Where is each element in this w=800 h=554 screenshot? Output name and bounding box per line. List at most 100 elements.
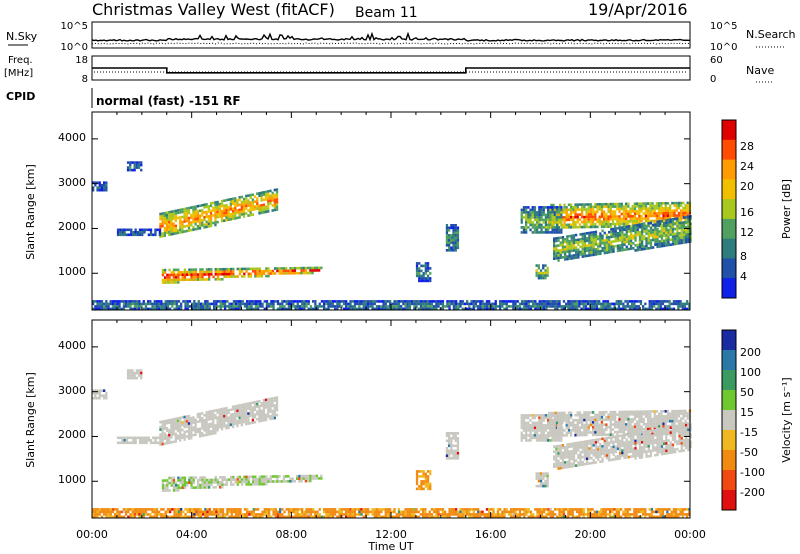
power-echo-cell xyxy=(645,244,648,248)
power-echo-cell xyxy=(558,300,561,303)
power-echo-cell xyxy=(251,213,254,216)
velocity-echo-cell xyxy=(230,483,233,486)
power-echo-cell xyxy=(201,270,204,274)
power-echo-cell xyxy=(561,251,565,254)
velocity-echo-cell xyxy=(538,429,541,432)
velocity-echo-cell xyxy=(649,432,652,436)
velocity-echo-cell xyxy=(619,457,622,460)
power-echo-cell xyxy=(426,277,430,280)
velocity-echo-cell xyxy=(576,421,579,424)
power-echo-cell xyxy=(533,206,537,209)
power-echo-cell xyxy=(623,238,626,241)
power-echo-cell xyxy=(570,257,573,260)
power-echo-cell xyxy=(622,305,625,308)
power-echo-cell xyxy=(576,307,579,311)
velocity-echo-cell xyxy=(300,479,303,483)
velocity-echo-cell xyxy=(258,482,261,486)
power-echo-cell xyxy=(620,222,623,226)
power-echo-cell xyxy=(238,216,241,219)
velocity-echo-cell xyxy=(572,447,576,450)
velocity-echo-cell xyxy=(223,478,226,481)
power-echo-cell xyxy=(248,307,251,311)
velocity-echo-cell xyxy=(278,475,281,478)
power-echo-cell xyxy=(197,307,200,311)
power-echo-cell xyxy=(300,266,303,270)
velocity-echo-cell xyxy=(687,431,690,434)
power-echo-cell xyxy=(265,305,269,308)
power-echo-cell xyxy=(605,225,608,228)
power-echo-cell xyxy=(468,305,471,308)
power-echo-cell xyxy=(296,305,299,308)
power-echo-cell xyxy=(118,302,121,306)
power-echo-cell xyxy=(94,183,97,187)
power-echo-cell xyxy=(644,307,647,311)
velocity-echo-cell xyxy=(649,412,652,416)
power-echo-cell xyxy=(614,217,617,221)
velocity-echo-cell xyxy=(577,441,580,445)
power-echo-cell xyxy=(103,188,106,192)
velocity-echo-cell xyxy=(651,425,654,428)
velocity-echo-cell xyxy=(247,475,250,479)
power-echo-cell xyxy=(663,244,666,248)
velocity-echo-cell xyxy=(183,435,186,439)
power-echo-cell xyxy=(567,203,571,207)
power-echo-cell xyxy=(514,300,517,303)
power-echo-cell xyxy=(205,213,208,216)
power-echo-cell xyxy=(533,226,537,229)
power-echo-cell xyxy=(529,307,533,311)
power-echo-cell xyxy=(247,267,250,271)
velocity-echo-cell xyxy=(656,438,659,442)
power-echo-cell xyxy=(481,307,484,311)
velocity-echo-cell xyxy=(269,400,272,403)
velocity-echo-cell xyxy=(269,417,272,421)
power-echo-cell xyxy=(634,231,637,235)
power-echo-cell xyxy=(198,222,202,225)
power-echo-cell xyxy=(450,246,453,250)
velocity-echo-cell xyxy=(667,429,670,432)
power-echo-cell xyxy=(269,197,272,200)
power-echoes xyxy=(92,161,692,311)
power-echo-cell xyxy=(247,209,250,212)
power-echo-cell xyxy=(671,230,675,234)
power-echo-cell xyxy=(544,274,547,277)
power-echo-cell xyxy=(247,199,250,202)
velocity-echo-cell xyxy=(559,411,562,415)
velocity-echo-cell xyxy=(559,444,562,447)
velocity-echo-cell xyxy=(221,486,224,489)
power-echo-cell xyxy=(242,205,246,208)
power-echo-cell xyxy=(445,226,449,230)
power-echo-cell xyxy=(552,203,555,207)
velocity-echo-cell xyxy=(586,445,589,448)
velocity-echo-cell xyxy=(201,478,204,482)
power-echo-cell xyxy=(653,204,656,208)
power-echo-cell xyxy=(418,267,421,270)
velocity-echo-cell xyxy=(680,449,683,453)
power-echo-cell xyxy=(279,307,282,311)
velocity-echo-cell xyxy=(658,420,661,423)
velocity-echo-cell xyxy=(234,407,237,411)
power-echo-cell xyxy=(114,302,117,306)
power-echo-cell xyxy=(570,247,573,250)
power-echo-cell xyxy=(296,307,299,311)
velocity-echo-cell xyxy=(596,421,599,424)
velocity-echo-cell xyxy=(236,404,239,408)
power-echo-cell xyxy=(529,221,532,224)
power-echo-cell xyxy=(638,233,642,236)
power-echo-cell xyxy=(664,300,667,303)
velocity-echo-cell xyxy=(603,411,606,414)
power-echo-cell xyxy=(327,302,330,306)
power-echo-cell xyxy=(223,204,226,207)
velocity-echo-cell xyxy=(225,411,228,415)
power-echo-cell xyxy=(116,300,119,303)
power-echo-cell xyxy=(470,300,473,303)
power-echo-cell xyxy=(595,300,599,303)
velocity-echo-cell xyxy=(185,435,188,438)
power-echo-cell xyxy=(408,305,412,308)
velocity-echo-cell xyxy=(590,444,593,447)
power-echo-cell xyxy=(474,305,478,308)
power-echo-cell xyxy=(641,228,644,231)
power-echo-cell xyxy=(479,307,482,311)
velocity-echo-cell xyxy=(218,410,221,414)
power-echo-cell xyxy=(568,234,571,238)
velocity-echo-cell xyxy=(163,422,166,425)
